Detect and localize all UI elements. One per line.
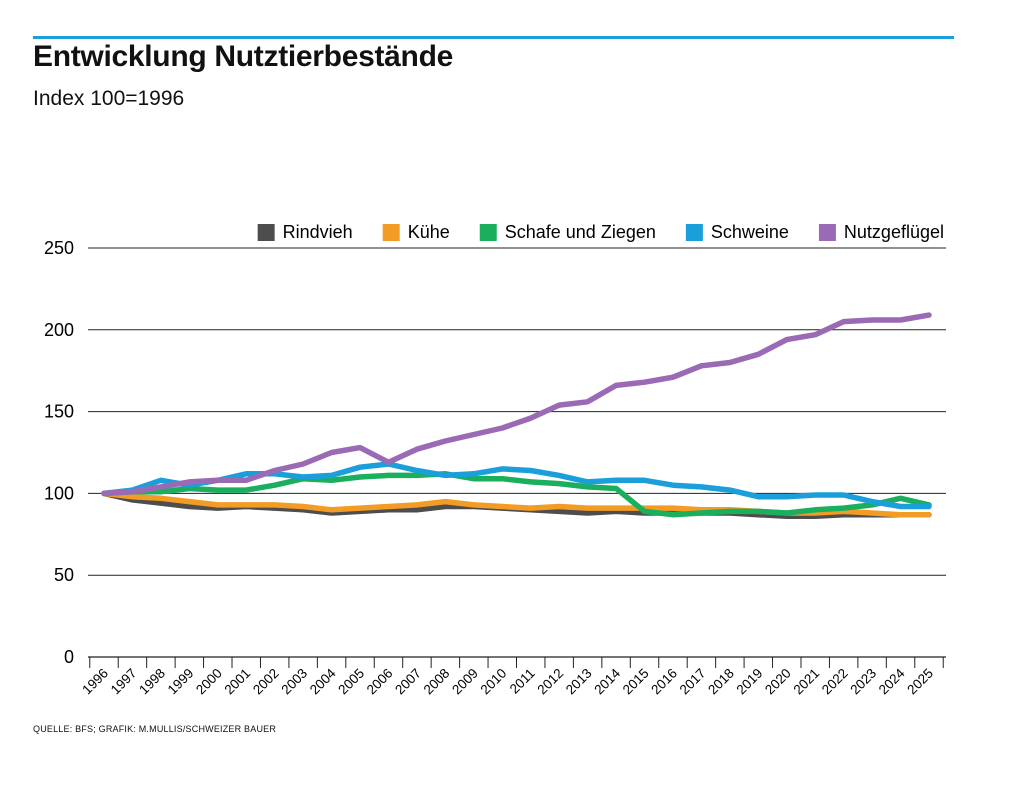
series-line-schafe-und-ziegen — [101, 471, 932, 518]
x-tick-label: 2006 — [364, 666, 396, 698]
x-tick-label: 2024 — [876, 665, 908, 697]
x-tick-label: 2023 — [847, 666, 879, 698]
x-axis: 1996199719981999200020012002200320042005… — [79, 656, 946, 698]
legend-swatch — [685, 224, 703, 241]
series-line-schweine — [101, 461, 932, 510]
x-tick-label: 2016 — [648, 666, 680, 698]
x-tick-label: 2019 — [734, 666, 766, 698]
chart-subtitle: Index 100=1996 — [33, 87, 185, 110]
x-tick-label: 2005 — [335, 666, 367, 698]
x-tick-label: 2004 — [307, 665, 339, 697]
x-tick-label: 2011 — [507, 666, 538, 697]
legend-swatch — [818, 224, 836, 241]
legend-swatch — [479, 224, 497, 241]
x-tick-label: 1997 — [108, 666, 140, 698]
legend: Rindvieh Kühe Schafe und Ziegen Schweine Nut… — [257, 222, 944, 242]
legend-label: Kühe — [408, 222, 450, 242]
x-tick-label: 2025 — [904, 666, 936, 698]
x-tick-label: 1999 — [165, 666, 197, 698]
x-tick-label: 2009 — [449, 666, 481, 698]
x-tick-label: 2014 — [591, 665, 623, 697]
x-tick-label: 2017 — [677, 666, 709, 698]
legend-label: Nutzgeflügel — [844, 222, 944, 242]
x-tick-label: 2020 — [762, 666, 794, 698]
x-tick-label: 2021 — [790, 666, 822, 698]
gridlines — [88, 247, 946, 576]
chart-title: Entwicklung Nutztierbestände — [33, 40, 453, 73]
series-lines — [101, 312, 932, 520]
x-tick-label: 2001 — [222, 666, 254, 698]
x-tick-label: 2007 — [392, 666, 424, 698]
legend-label: Schweine — [711, 222, 789, 242]
source-note: QUELLE: BFS; GRAFIK: M.MULLIS/SCHWEIZER … — [33, 724, 277, 734]
x-tick-label: 2015 — [620, 666, 652, 698]
y-tick-label: 200 — [44, 320, 74, 340]
x-tick-label: 1998 — [136, 666, 168, 698]
y-tick-label: 0 — [64, 647, 74, 667]
x-tick-label: 1996 — [79, 666, 111, 698]
legend-label: Rindvieh — [283, 222, 353, 242]
series-line-nutzgeflügel — [101, 312, 932, 497]
y-tick-label: 150 — [44, 402, 74, 422]
x-tick-label: 2018 — [705, 666, 737, 698]
y-tick-label: 100 — [44, 483, 74, 503]
x-tick-label: 2002 — [250, 666, 282, 698]
x-tick-label: 2000 — [193, 666, 225, 698]
legend-swatch — [382, 224, 400, 241]
y-tick-label: 250 — [44, 238, 74, 258]
x-tick-label: 2008 — [421, 666, 453, 698]
x-tick-label: 2012 — [534, 666, 566, 698]
x-tick-label: 2022 — [819, 666, 851, 698]
legend-label: Schafe und Ziegen — [505, 222, 656, 242]
x-tick-label: 2013 — [563, 666, 595, 698]
x-tick-label: 2003 — [278, 666, 310, 698]
y-tick-label: 50 — [54, 565, 74, 585]
legend-swatch — [257, 224, 275, 241]
x-tick-label: 2010 — [478, 666, 510, 698]
y-axis-ticks: 0 50 100 150 200 250 — [44, 238, 74, 667]
top-rule — [33, 36, 954, 39]
